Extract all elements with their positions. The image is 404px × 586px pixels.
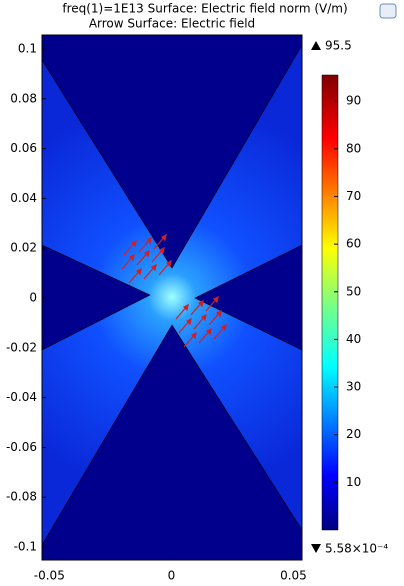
colorbar-tick-label: 90 (346, 94, 361, 108)
colorbar-tick-label: 70 (346, 189, 361, 203)
colorbar-tick-label: 40 (346, 332, 361, 346)
field-arrow-head (185, 317, 192, 326)
colorbar-tick-label: 30 (346, 380, 361, 394)
y-tick-label: -0.04 (6, 390, 37, 404)
y-tick-label: 0.1 (18, 41, 37, 55)
field-arrow-head (190, 331, 197, 340)
colorbar-tick-label: 60 (346, 237, 361, 251)
y-tick-label: 0.06 (10, 141, 37, 155)
colorbar-tick-label: 10 (346, 475, 361, 489)
field-arrow-head (220, 323, 227, 332)
field-arrow-head (215, 309, 222, 318)
y-tick-label: 0.02 (10, 241, 37, 255)
field-arrow-head (145, 236, 152, 245)
y-tick-label: -0.1 (14, 540, 37, 554)
field-arrow-head (197, 299, 204, 308)
colorbar (321, 74, 339, 531)
colorbar-tick-label: 50 (346, 284, 361, 298)
x-tick-label: -0.05 (34, 569, 65, 583)
x-tick-label: 0 (168, 569, 176, 583)
field-arrow-head (135, 267, 142, 276)
max-label: 95.5 (325, 39, 352, 53)
min-marker (311, 544, 321, 553)
colorbar-tick-label: 80 (346, 141, 361, 155)
chart-title: freq(1)=1E13 Surface: Electric field nor… (62, 2, 347, 16)
x-tick-label: 0.05 (280, 569, 307, 583)
min-label: 5.58×10⁻⁴ (325, 542, 388, 556)
field-arrow-head (143, 249, 150, 258)
field-arrow-head (150, 263, 157, 272)
y-tick-label: -0.08 (6, 490, 37, 504)
max-marker (311, 41, 321, 50)
y-tick-label: 0 (29, 290, 37, 304)
field-arrow-head (128, 253, 135, 262)
field-arrow-head (182, 303, 189, 312)
field-arrow-head (200, 313, 207, 322)
field-surface (41, 34, 303, 561)
field-arrow-head (158, 246, 165, 255)
y-tick-label: -0.02 (6, 340, 37, 354)
field-arrow-head (160, 233, 167, 242)
colorbar-tick-label: 20 (346, 427, 361, 441)
toolbar-icon[interactable] (379, 3, 397, 19)
chart-subtitle: Arrow Surface: Electric field (89, 17, 255, 31)
field-arrow-head (205, 327, 212, 336)
y-tick-label: 0.04 (10, 191, 37, 205)
field-arrow-head (165, 259, 172, 268)
field-arrow-head (130, 239, 137, 248)
y-tick-label: -0.06 (6, 440, 37, 454)
field-arrow-head (212, 295, 219, 304)
y-tick-label: 0.08 (10, 91, 37, 105)
